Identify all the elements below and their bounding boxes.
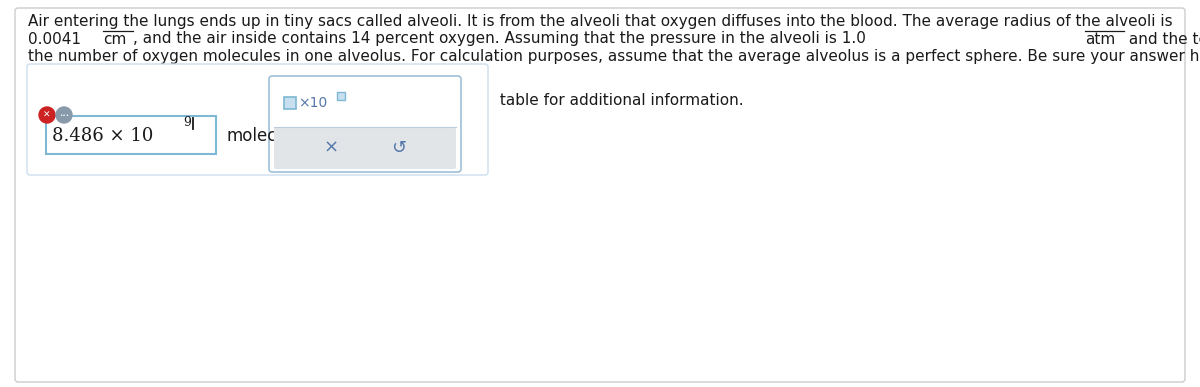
Text: the correct number of significant digits.: the correct number of significant digits… — [28, 67, 332, 82]
Text: ↺: ↺ — [391, 139, 406, 157]
FancyBboxPatch shape — [269, 76, 461, 172]
Circle shape — [56, 107, 72, 123]
FancyBboxPatch shape — [14, 8, 1186, 382]
FancyBboxPatch shape — [46, 116, 216, 154]
Text: table for additional information.: table for additional information. — [496, 93, 744, 108]
Text: •••: ••• — [59, 113, 70, 118]
Text: atm: atm — [1085, 31, 1115, 46]
Text: ✕: ✕ — [43, 111, 50, 120]
Text: ×10: ×10 — [298, 96, 328, 110]
Text: 0.0041: 0.0041 — [28, 31, 86, 46]
FancyBboxPatch shape — [274, 127, 456, 169]
Text: Fundamental Constants: Fundamental Constants — [233, 93, 436, 108]
FancyBboxPatch shape — [284, 97, 296, 109]
Text: ×: × — [324, 139, 340, 157]
Text: 9: 9 — [182, 116, 191, 129]
Text: 8.486 × 10: 8.486 × 10 — [52, 127, 154, 145]
FancyBboxPatch shape — [28, 64, 488, 175]
Text: Note: Note — [28, 93, 64, 108]
Text: :: : — [74, 93, 85, 108]
Text: , and the air inside contains 14 percent oxygen. Assuming that the pressure in t: , and the air inside contains 14 percent… — [133, 31, 870, 46]
Text: Reference the: Reference the — [88, 93, 200, 108]
Circle shape — [38, 107, 55, 123]
Text: molecules: molecules — [226, 127, 311, 145]
Text: Air entering the lungs ends up in tiny sacs called alveoli. It is from the alveo: Air entering the lungs ends up in tiny s… — [28, 14, 1172, 29]
Text: cm: cm — [103, 31, 126, 46]
FancyBboxPatch shape — [337, 92, 344, 100]
Text: and the temperature is 37 °C, calculate: and the temperature is 37 °C, calculate — [1124, 31, 1200, 46]
Text: the number of oxygen molecules in one alveolus. For calculation purposes, assume: the number of oxygen molecules in one al… — [28, 49, 1200, 64]
